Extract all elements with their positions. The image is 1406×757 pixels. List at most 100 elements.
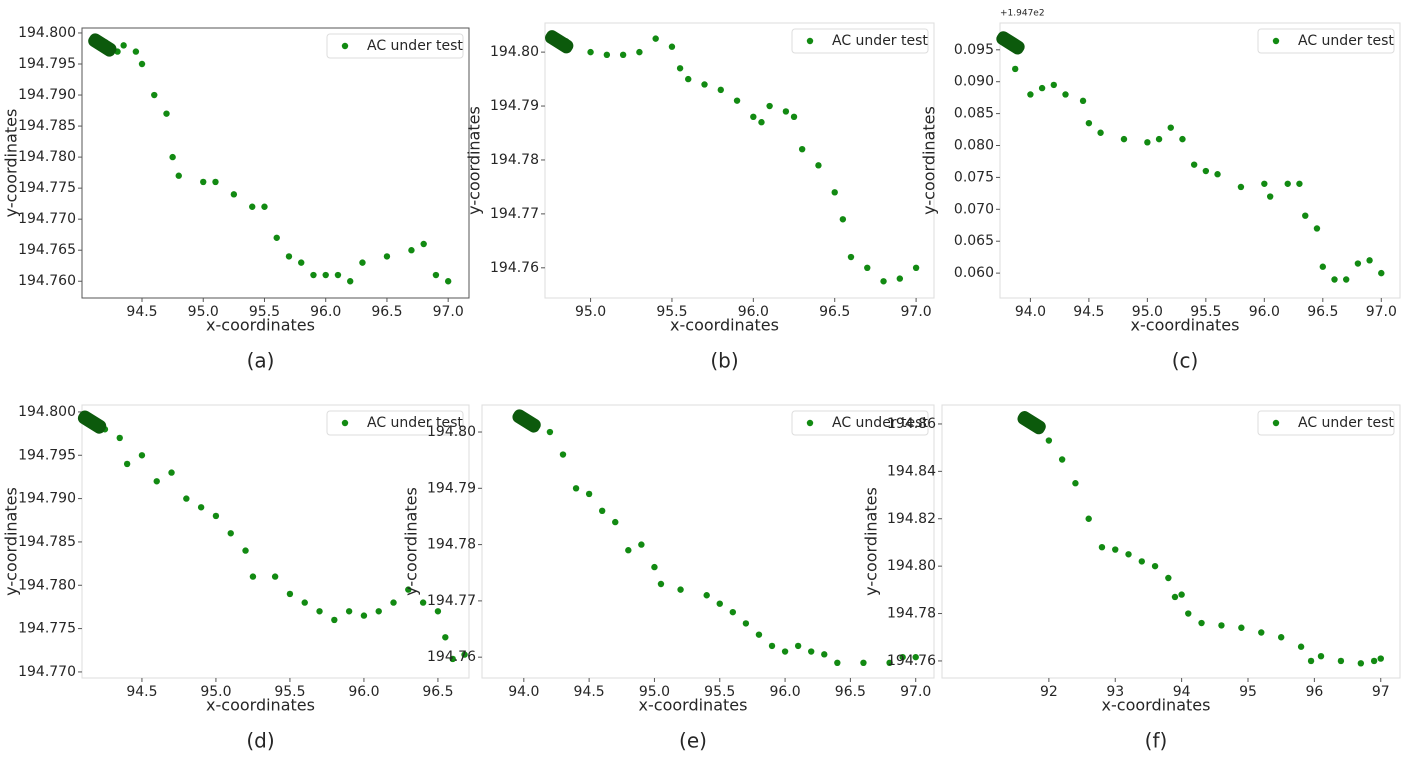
y-tick-label: 194.82	[887, 511, 936, 527]
x-tick-label: 95.0	[200, 684, 231, 700]
x-axis-label: x-coordinates	[206, 696, 315, 715]
data-point	[271, 573, 279, 580]
y-tick-label: 0.095	[954, 42, 994, 58]
y-tick-label: 194.76	[490, 260, 539, 276]
plot-frame	[544, 22, 935, 299]
data-point	[375, 608, 382, 615]
data-point	[1366, 257, 1373, 264]
y-axis-label: y-coordinates	[862, 487, 881, 596]
y-tick-label: 0.065	[954, 233, 994, 249]
data-point	[587, 48, 594, 56]
data-point	[652, 35, 659, 42]
data-point	[1261, 180, 1268, 187]
plot-frame	[481, 404, 935, 679]
legend-label: AC under test	[832, 415, 928, 431]
car-icon	[77, 410, 107, 434]
caption: (b)	[710, 349, 738, 373]
y-tick-label: 194.77	[490, 206, 539, 222]
x-tick-label: 94.5	[126, 304, 157, 320]
data-point	[546, 428, 554, 436]
data-point	[1218, 622, 1225, 629]
data-point	[834, 659, 841, 667]
data-point	[717, 86, 724, 94]
data-point	[1317, 652, 1325, 660]
data-point	[334, 271, 342, 279]
x-tick-label: 97.0	[901, 304, 932, 320]
data-point	[183, 495, 190, 502]
data-point	[442, 634, 449, 641]
data-point	[1079, 97, 1087, 105]
x-tick-label: 95.0	[639, 684, 670, 700]
data-point	[758, 119, 765, 126]
legend-label: AC under test	[1298, 415, 1394, 431]
data-point	[242, 547, 249, 554]
data-point	[1198, 619, 1205, 627]
data-point	[1377, 655, 1384, 662]
data-point	[1337, 657, 1345, 665]
y-axis-label: y-coordinates	[465, 106, 484, 215]
data-point	[1138, 558, 1145, 565]
data-point	[716, 600, 723, 607]
data-point	[742, 620, 750, 627]
legend-label: AC under test	[1298, 33, 1394, 49]
legend-frame	[1257, 28, 1395, 54]
y-axis-label: y-coordinates	[2, 109, 21, 218]
x-axis-label: x-coordinates	[1102, 696, 1211, 715]
data-point	[132, 48, 140, 55]
car-icon	[996, 31, 1025, 55]
x-tick-label: 95.0	[575, 304, 606, 320]
x-tick-label: 96.5	[371, 304, 402, 320]
legend-marker	[1272, 37, 1280, 45]
data-point	[657, 580, 665, 588]
data-point	[138, 452, 146, 459]
legend-frame	[791, 28, 929, 54]
data-point	[794, 642, 802, 650]
x-tick-label: 95.5	[249, 304, 280, 320]
data-point	[1190, 161, 1198, 168]
data-point	[200, 178, 207, 186]
caption: (f)	[1145, 729, 1168, 753]
x-tick-label: 93	[1106, 684, 1124, 700]
legend-frame	[791, 410, 929, 436]
y-tick-label: 194.790	[18, 87, 76, 103]
data-point	[598, 507, 606, 515]
data-point	[1171, 593, 1179, 601]
data-point	[1072, 480, 1079, 487]
data-point	[383, 253, 391, 260]
data-point	[175, 172, 182, 179]
data-point	[782, 108, 790, 115]
y-tick-label: 194.80	[490, 44, 539, 60]
x-tick-label: 94.0	[1015, 304, 1046, 320]
plot-frame	[81, 27, 470, 299]
y-offset-label: +1.947e2	[1000, 9, 1045, 19]
data-point	[750, 113, 757, 121]
legend-label: AC under test	[832, 33, 928, 49]
data-point	[331, 616, 338, 624]
x-tick-label: 94.0	[508, 684, 539, 700]
data-point	[636, 48, 643, 56]
data-point	[1179, 135, 1186, 143]
data-point	[420, 240, 427, 248]
data-point	[1120, 135, 1128, 143]
car-icon	[1017, 411, 1046, 435]
y-tick-label: 194.785	[18, 534, 76, 550]
y-tick-label: 194.79	[490, 98, 539, 114]
data-point	[1378, 269, 1385, 277]
x-tick-label: 96.5	[1307, 304, 1338, 320]
y-axis-label: y-coordinates	[2, 487, 21, 596]
data-point	[1238, 624, 1245, 631]
data-point	[1085, 515, 1092, 522]
x-tick-label: 96.5	[422, 684, 453, 700]
data-point	[419, 599, 427, 606]
data-point	[676, 65, 684, 72]
data-point	[298, 259, 305, 266]
data-point	[227, 530, 234, 537]
x-tick-label: 96.0	[310, 304, 341, 320]
y-tick-label: 194.775	[18, 180, 76, 196]
data-point	[1331, 276, 1338, 283]
data-point	[1302, 212, 1309, 219]
x-axis-label: x-coordinates	[639, 696, 748, 715]
x-tick-label: 97	[1372, 684, 1390, 700]
y-tick-label: 194.785	[18, 118, 76, 134]
